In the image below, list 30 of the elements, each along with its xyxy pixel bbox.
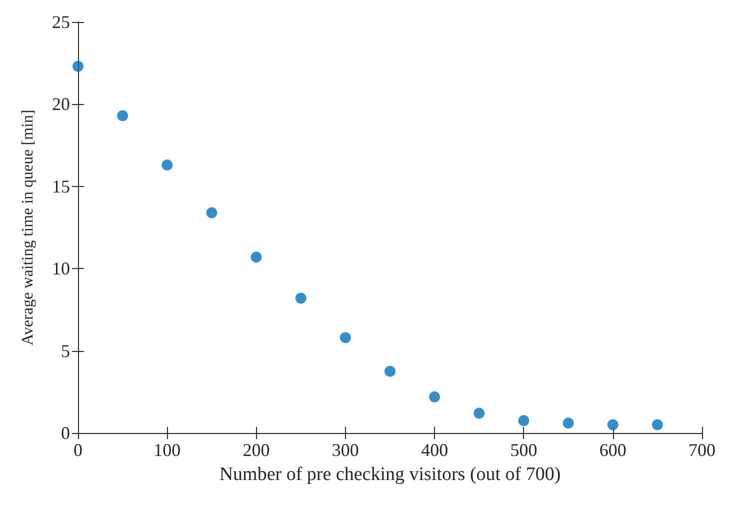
point — [72, 60, 84, 72]
point — [474, 408, 485, 419]
point — [206, 207, 218, 218]
point — [117, 110, 128, 122]
y-tick-label: 20 — [52, 94, 70, 114]
point — [162, 160, 173, 171]
x-tick-label: 0 — [74, 440, 82, 460]
x-tick-label: 300 — [332, 440, 359, 460]
point — [518, 415, 530, 426]
x-tick-label: 500 — [510, 440, 538, 460]
y-tick-label: 5 — [61, 340, 70, 361]
x-tick-label: 100 — [154, 440, 181, 460]
point — [562, 418, 574, 429]
x-tick-label: 700 — [688, 440, 716, 460]
y-tick-label: 0 — [61, 423, 70, 443]
y-tick-label: 25 — [52, 12, 70, 32]
y-axis-title: Average waiting time in queue [min] — [20, 110, 36, 346]
point — [250, 252, 262, 263]
x-tick-label: 400 — [421, 440, 448, 460]
x-axis-title: Number of pre checking visitors (out of 700) — [219, 464, 561, 485]
point — [652, 419, 663, 430]
y-tick-label: 10 — [52, 258, 70, 279]
point — [429, 391, 440, 402]
point — [384, 366, 396, 377]
point — [295, 292, 306, 304]
y-tick-label: 15 — [52, 176, 70, 196]
x-tick-label: 600 — [599, 440, 626, 460]
point — [607, 419, 618, 430]
x-tick-label: 200 — [242, 440, 270, 460]
point — [340, 332, 351, 344]
